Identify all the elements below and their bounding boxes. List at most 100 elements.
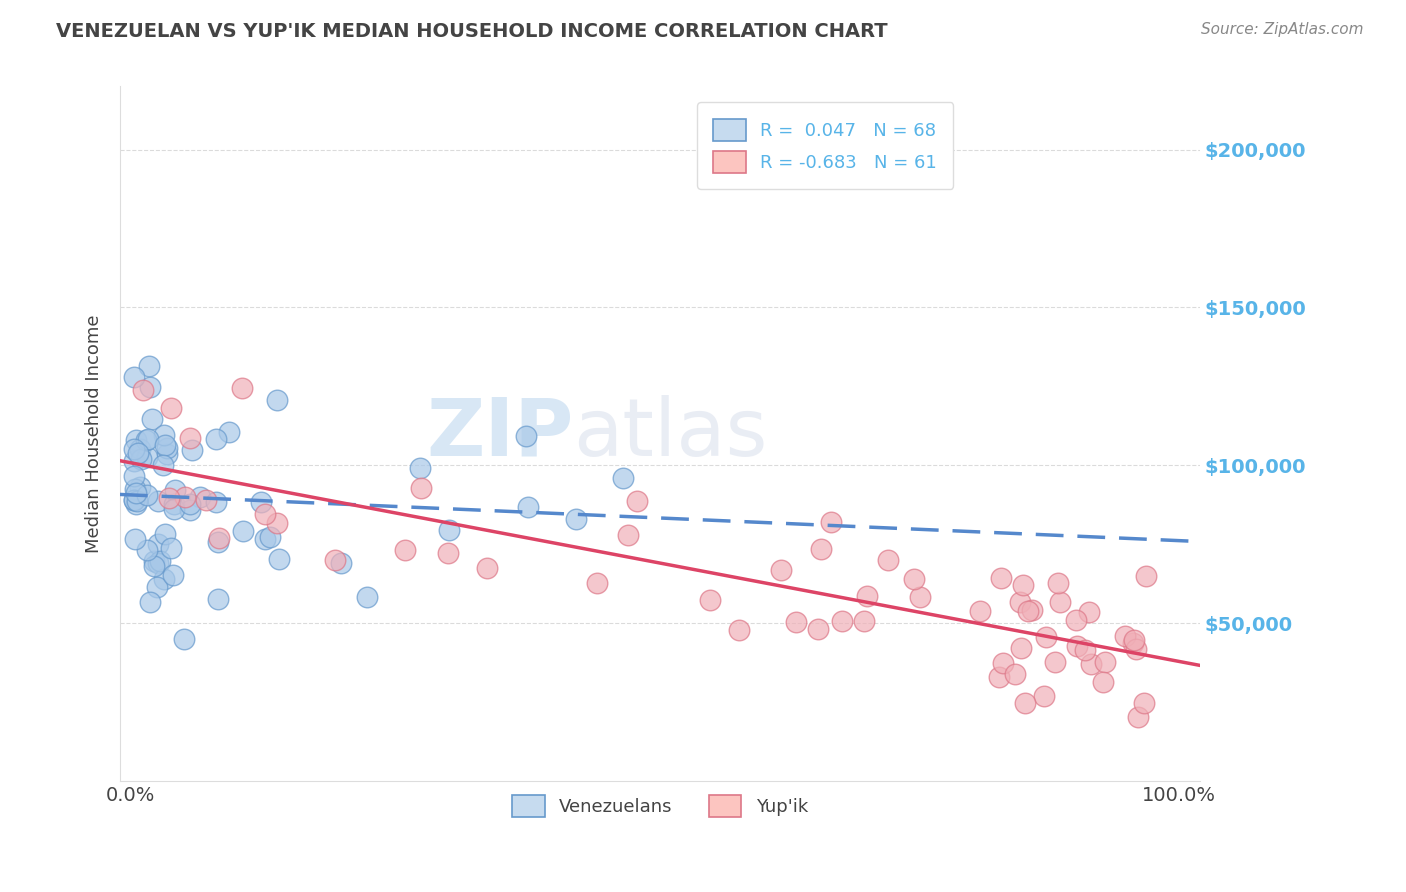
Point: [987, 670, 1010, 684]
Point: [910, 590, 932, 604]
Point: [129, 452, 152, 467]
Point: [1074, 642, 1097, 657]
Point: [139, 380, 162, 394]
Point: [146, 580, 169, 594]
Point: [143, 554, 166, 568]
Point: [329, 556, 352, 570]
Point: [626, 494, 648, 508]
Point: [411, 481, 433, 495]
Point: [517, 500, 540, 514]
Point: [1010, 641, 1032, 656]
Point: [1047, 575, 1070, 590]
Point: [165, 483, 187, 498]
Point: [180, 443, 202, 458]
Point: [325, 553, 347, 567]
Point: [259, 530, 281, 544]
Point: [1133, 696, 1156, 710]
Point: [122, 492, 145, 507]
Point: [139, 594, 162, 608]
Point: [135, 543, 157, 558]
Point: [153, 572, 176, 586]
Point: [269, 551, 291, 566]
Point: [138, 359, 160, 373]
Y-axis label: Median Household Income: Median Household Income: [86, 314, 103, 553]
Point: [125, 497, 148, 511]
Point: [831, 614, 853, 628]
Point: [253, 507, 276, 521]
Point: [1128, 710, 1150, 724]
Point: [232, 524, 254, 538]
Point: [250, 495, 273, 509]
Point: [1064, 613, 1087, 627]
Point: [820, 515, 842, 529]
Point: [143, 558, 166, 573]
Point: [1035, 630, 1057, 644]
Point: [128, 442, 150, 456]
Point: [969, 604, 991, 618]
Point: [179, 497, 201, 511]
Point: [163, 502, 186, 516]
Point: [127, 446, 149, 460]
Point: [157, 491, 180, 505]
Point: [152, 427, 174, 442]
Point: [853, 614, 876, 628]
Point: [125, 494, 148, 508]
Point: [1014, 696, 1036, 710]
Point: [153, 527, 176, 541]
Point: [266, 392, 288, 407]
Point: [856, 589, 879, 603]
Point: [1122, 632, 1144, 647]
Point: [1092, 675, 1115, 690]
Point: [174, 490, 197, 504]
Point: [152, 458, 174, 473]
Point: [1043, 655, 1066, 669]
Point: [1017, 604, 1039, 618]
Point: [207, 535, 229, 549]
Point: [148, 537, 170, 551]
Text: Source: ZipAtlas.com: Source: ZipAtlas.com: [1201, 22, 1364, 37]
Point: [125, 433, 148, 447]
Point: [159, 401, 181, 415]
Point: [565, 512, 588, 526]
Point: [585, 576, 607, 591]
Point: [612, 471, 634, 485]
Point: [122, 369, 145, 384]
Point: [129, 480, 152, 494]
Point: [218, 425, 240, 439]
Point: [993, 657, 1015, 671]
Point: [990, 571, 1012, 585]
Point: [409, 461, 432, 475]
Point: [122, 468, 145, 483]
Point: [122, 492, 145, 507]
Point: [394, 543, 416, 558]
Point: [231, 381, 253, 395]
Point: [1010, 595, 1032, 609]
Point: [141, 412, 163, 426]
Point: [188, 490, 211, 504]
Point: [436, 546, 458, 560]
Point: [437, 523, 460, 537]
Point: [132, 383, 155, 397]
Point: [124, 486, 146, 500]
Point: [1094, 655, 1116, 669]
Point: [699, 592, 721, 607]
Point: [807, 622, 830, 636]
Point: [156, 447, 179, 461]
Point: [253, 533, 276, 547]
Point: [1012, 578, 1035, 592]
Legend: Venezuelans, Yup'ik: Venezuelans, Yup'ik: [505, 788, 815, 824]
Point: [153, 438, 176, 452]
Point: [1077, 606, 1099, 620]
Point: [1049, 595, 1071, 609]
Point: [810, 542, 832, 557]
Text: VENEZUELAN VS YUP'IK MEDIAN HOUSEHOLD INCOME CORRELATION CHART: VENEZUELAN VS YUP'IK MEDIAN HOUSEHOLD IN…: [56, 22, 887, 41]
Text: ZIP: ZIP: [426, 394, 574, 473]
Point: [148, 556, 170, 570]
Point: [1135, 569, 1157, 583]
Point: [204, 495, 226, 509]
Point: [616, 528, 638, 542]
Point: [1004, 666, 1026, 681]
Point: [207, 592, 229, 607]
Point: [1066, 639, 1088, 653]
Point: [208, 531, 231, 545]
